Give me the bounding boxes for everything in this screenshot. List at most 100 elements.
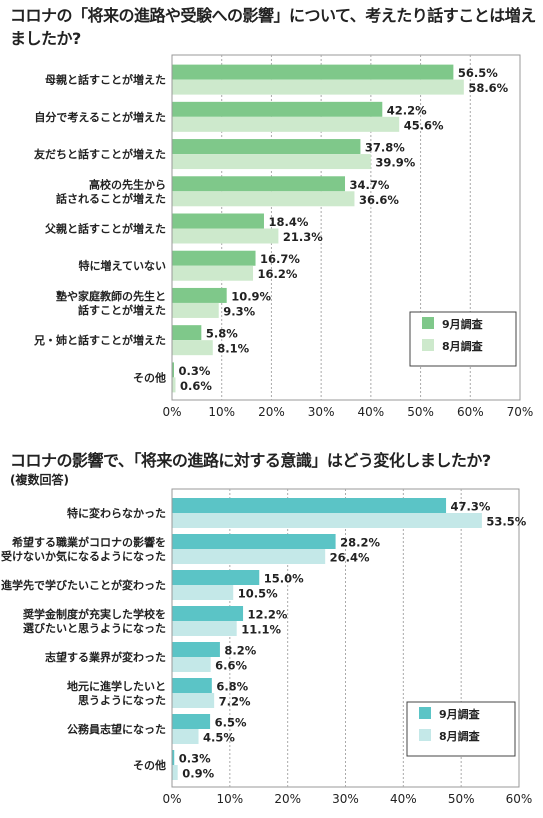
chart2-category-label: 進学先で学びたいことが変わった: [1, 578, 166, 592]
chart2-data-label: 6.5%: [215, 716, 247, 730]
chart1-bar: [172, 101, 383, 117]
chart2-bar: [172, 714, 211, 729]
chart1-data-label: 45.6%: [404, 118, 444, 132]
chart2-data-label: 26.4%: [330, 551, 370, 565]
chart1-data-label: 21.3%: [283, 230, 323, 244]
chart2-category-label: 公務員志望になった: [67, 722, 166, 736]
chart2-data-label: 4.5%: [203, 731, 235, 745]
chart1-tick-label: 70%: [507, 405, 534, 419]
chart2-title: コロナの影響で、「将来の進路に対する意識」はどう変化しましたか?: [10, 451, 491, 470]
chart2-data-label: 6.8%: [216, 680, 248, 694]
chart1-tick-label: 50%: [407, 405, 434, 419]
chart1-bar: [172, 340, 213, 356]
chart2-tick-label: 0%: [162, 792, 181, 806]
chart1-category-label: 父親と話すことが増えた: [44, 222, 166, 236]
chart2-tick-label: 30%: [332, 792, 359, 806]
chart1-bar: [172, 64, 454, 80]
chart2-data-label: 11.1%: [241, 623, 281, 637]
chart1-data-label: 16.2%: [258, 267, 298, 281]
chart1-category-label: 兄・姉と話すことが増えた: [33, 333, 166, 347]
chart1-bar: [172, 139, 361, 155]
chart1-category-label: 特に増えていない: [79, 259, 166, 273]
chart1-category-label: 母親と話すことが増えた: [45, 73, 166, 87]
chart2-category-label: 希望する職業がコロナの影響を: [11, 535, 166, 549]
chart1-legend-label: 9月調査: [442, 317, 483, 331]
chart2-bar: [172, 750, 175, 765]
chart2-data-label: 10.5%: [238, 587, 278, 601]
chart2-bar: [172, 765, 178, 780]
chart2-bar: [172, 621, 237, 636]
chart1-bar: [172, 79, 464, 95]
chart2-bar: [172, 585, 234, 600]
chart1-data-label: 58.6%: [468, 81, 508, 95]
chart1-category-label: 話されることが増えた: [56, 191, 166, 205]
chart1-bar: [172, 362, 174, 378]
chart1-tick-label: 0%: [162, 405, 181, 419]
chart1-category-label: その他: [133, 370, 166, 384]
chart1-legend-swatch: [422, 317, 434, 329]
chart2-category-label: その他: [133, 758, 166, 772]
chart1-bar: [172, 213, 264, 229]
chart1-bar: [172, 154, 371, 170]
chart2-tick-label: 50%: [448, 792, 475, 806]
chart1-tick-label: 30%: [308, 405, 335, 419]
chart1-data-label: 16.7%: [260, 252, 300, 266]
chart1-data-label: 0.6%: [180, 379, 212, 393]
chart1-category-label: 塾や家庭教師の先生と: [56, 289, 166, 303]
chart1-data-label: 42.2%: [387, 103, 427, 117]
chart2-tick-label: 60%: [506, 792, 533, 806]
chart1-bar: [172, 377, 176, 393]
chart1-bar: [172, 287, 227, 303]
chart2-category-label: 選びたいと思うようになった: [23, 621, 166, 635]
chart1-data-label: 56.5%: [458, 66, 498, 80]
chart1-data-label: 39.9%: [375, 156, 415, 170]
chart1-data-label: 9.3%: [223, 304, 255, 318]
chart2-data-label: 12.2%: [248, 608, 288, 622]
chart1-bar: [172, 228, 279, 244]
chart2-bar: [172, 678, 212, 693]
chart2-category-label: 奨学金制度が充実した学校を: [22, 607, 166, 621]
chart1-tick-label: 40%: [358, 405, 385, 419]
chart2-bar: [172, 642, 220, 657]
chart2-bar: [172, 534, 336, 549]
chart1-category-label: 高校の先生から: [89, 177, 166, 191]
chart1-bar: [172, 265, 254, 281]
chart2-data-label: 0.3%: [179, 752, 211, 766]
chart2-data-label: 47.3%: [451, 500, 491, 514]
chart1-bar: [172, 325, 202, 341]
chart2-bar: [172, 549, 326, 564]
chart2-legend-label: 9月調査: [439, 707, 480, 721]
chart1-data-label: 8.1%: [217, 342, 249, 356]
chart2-subtitle: (複数回答): [10, 473, 69, 487]
chart2-category-label: 特に変わらなかった: [67, 506, 166, 520]
chart2-category-label: 受けないか気になるようになった: [1, 549, 166, 563]
chart1-category-label: 友だちと話すことが増えた: [34, 147, 166, 161]
chart1-bar: [172, 176, 346, 192]
chart2-category-label: 思うようになった: [78, 694, 166, 707]
chart2-bar: [172, 606, 244, 621]
chart1-legend-label: 8月調査: [442, 339, 483, 353]
chart2-category-label: 地元に進学したいと: [67, 679, 166, 693]
chart1-bar: [172, 116, 400, 132]
chart2-tick-label: 20%: [274, 792, 301, 806]
chart2-data-label: 15.0%: [264, 572, 304, 586]
chart2-bar: [172, 513, 482, 528]
chart2-bar: [172, 498, 447, 513]
chart1-title: コロナの「将来の進路や受験への影響」について、考えたり話すことは増えましたか?: [10, 6, 536, 48]
chart2-tick-label: 40%: [390, 792, 417, 806]
chart2-category-label: 志望する業界が変わった: [45, 650, 166, 664]
chart1-data-label: 34.7%: [350, 178, 390, 192]
chart1-category-label: 話すことが増えた: [78, 303, 166, 317]
chart1-data-label: 10.9%: [231, 289, 271, 303]
chart2-data-label: 53.5%: [486, 515, 526, 529]
chart2-legend-swatch: [419, 729, 431, 741]
chart1-bar: [172, 191, 355, 207]
chart2-data-label: 28.2%: [340, 536, 380, 550]
chart2-data-label: 8.2%: [224, 644, 256, 658]
chart2-data-label: 6.6%: [215, 659, 247, 673]
chart2-bar: [172, 657, 211, 672]
chart1-data-label: 37.8%: [365, 141, 405, 155]
chart2-data-label: 7.2%: [219, 695, 251, 709]
chart1-tick-label: 60%: [457, 405, 484, 419]
